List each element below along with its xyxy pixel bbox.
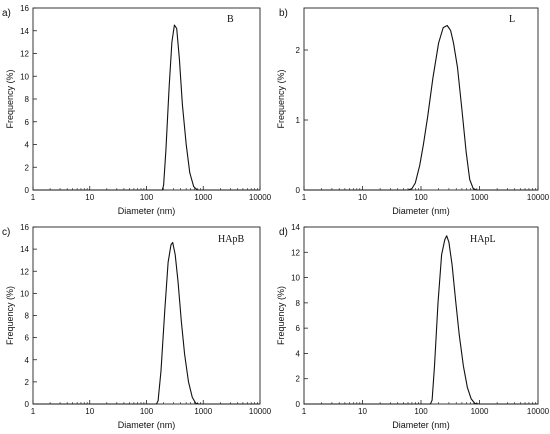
x-tick-label: 100	[140, 193, 154, 202]
x-tick-label: 1	[302, 407, 307, 416]
series-line	[33, 24, 260, 191]
y-tick-label: 10	[20, 289, 29, 298]
y-tick-label: 4	[25, 356, 30, 365]
y-tick-label: 1	[296, 116, 301, 125]
x-tick-label: 10	[358, 193, 367, 202]
x-tick-label: 10000	[249, 407, 272, 416]
x-tick-label: 1000	[194, 193, 212, 202]
y-tick-label: 14	[20, 245, 29, 254]
y-tick-label: 10	[20, 72, 29, 81]
x-tick-label: 1	[302, 193, 307, 202]
y-tick-label: 8	[25, 312, 30, 321]
y-tick-label: 2	[296, 46, 301, 55]
y-tick-label: 16	[20, 223, 29, 232]
plot-frame	[32, 7, 261, 191]
y-tick-label: 12	[20, 267, 29, 276]
y-tick-label: 14	[20, 27, 29, 36]
series-line	[304, 235, 538, 405]
x-tick-label: 1	[31, 407, 36, 416]
series-line	[304, 24, 538, 191]
x-tick-label: 10000	[527, 407, 550, 416]
x-axis-title: Diameter (nm)	[392, 420, 450, 430]
series-label: L	[509, 14, 515, 25]
x-tick-label: 10	[358, 407, 367, 416]
y-tick-label: 6	[25, 118, 30, 127]
x-tick-label: 10000	[249, 193, 272, 202]
y-tick-label: 0	[296, 186, 301, 195]
y-tick-label: 2	[25, 163, 30, 172]
panel-letter: c)	[2, 227, 10, 238]
x-tick-label: 100	[414, 193, 428, 202]
series-label: HApL	[470, 234, 496, 245]
y-tick-label: 0	[296, 400, 301, 409]
plot-frame	[303, 226, 539, 405]
y-axis-title: Frequency (%)	[5, 69, 15, 128]
panel-1: 1 10 100 1000 10000 0 2 4 6 8 10 12 14 16 Diameter (nm…	[2, 4, 272, 216]
x-tick-label: 1000	[194, 407, 212, 416]
panel-letter: d)	[279, 227, 288, 238]
x-tick-label: 10	[85, 193, 94, 202]
y-axis-title: Frequency (%)	[5, 286, 15, 345]
panel-3: 1 10 100 1000 10000 0 2 4 6 8 10 12 14 16 Diameter (nm…	[2, 223, 272, 430]
y-tick-label: 0	[25, 186, 30, 195]
y-tick-label: 4	[25, 141, 30, 150]
y-tick-label: 6	[296, 324, 301, 333]
x-tick-label: 100	[414, 407, 428, 416]
series-label: B	[227, 14, 234, 25]
y-tick-label: 4	[296, 349, 301, 358]
y-tick-label: 0	[25, 400, 30, 409]
y-tick-label: 12	[291, 248, 300, 257]
y-tick-label: 8	[296, 299, 301, 308]
series-label: HApB	[218, 234, 244, 245]
y-tick-label: 16	[20, 4, 29, 13]
x-tick-label: 10	[85, 407, 94, 416]
x-tick-label: 1000	[471, 193, 489, 202]
y-tick-label: 8	[25, 95, 30, 104]
x-axis-title: Diameter (nm)	[118, 206, 176, 216]
series-line	[33, 241, 260, 405]
plot-frame	[303, 7, 539, 191]
y-tick-label: 10	[291, 274, 300, 283]
y-tick-label: 14	[291, 223, 300, 232]
y-tick-label: 6	[25, 334, 30, 343]
y-tick-label: 2	[296, 375, 301, 384]
x-tick-label: 1	[31, 193, 36, 202]
y-tick-label: 2	[25, 378, 30, 387]
panel-letter: b)	[279, 8, 288, 19]
plot-frame	[32, 226, 261, 405]
y-tick-label: 12	[20, 50, 29, 59]
y-axis-title: Frequency (%)	[276, 69, 286, 128]
y-axis-title: Frequency (%)	[276, 286, 286, 345]
x-axis-title: Diameter (nm)	[118, 420, 176, 430]
x-axis-title: Diameter (nm)	[392, 206, 450, 216]
panel-4: 1 10 100 1000 10000 0 2 4 6 8 10 12 14 Diameter (nm) F…	[276, 223, 550, 430]
panel-letter: a)	[2, 8, 11, 19]
x-tick-label: 1000	[471, 407, 489, 416]
x-tick-label: 100	[140, 407, 154, 416]
x-tick-label: 10000	[527, 193, 550, 202]
